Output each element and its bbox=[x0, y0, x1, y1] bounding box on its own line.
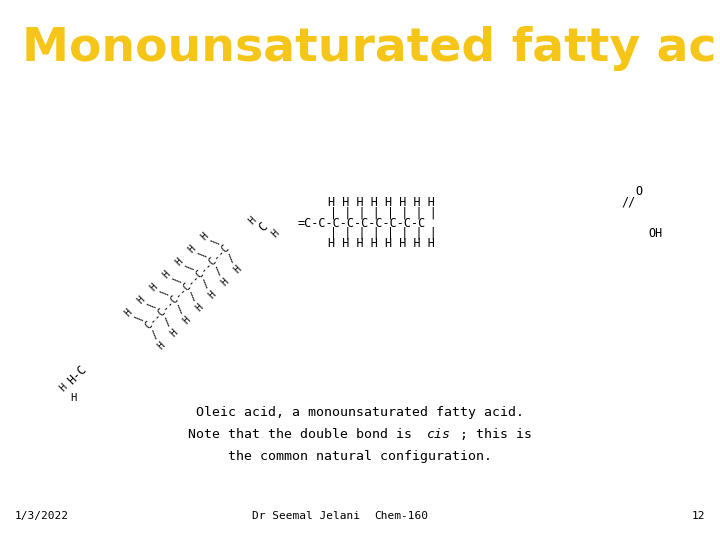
Text: H-C: H-C bbox=[66, 363, 90, 387]
Text: | | | | | | | |: | | | | | | | | bbox=[330, 227, 437, 240]
Text: 1/3/2022: 1/3/2022 bbox=[14, 511, 68, 521]
Text: H: H bbox=[58, 382, 69, 394]
Text: C: C bbox=[256, 220, 270, 234]
Text: H: H bbox=[246, 214, 258, 226]
Text: OH: OH bbox=[648, 227, 662, 240]
Text: H  H  H  H  H  H  H
 \  \  \  \  \  \  \
  C--C--C--C--C--C--C
 /  /  /  /  /  /: H H H H H H H \ \ \ \ \ \ \ C--C--C--C--… bbox=[119, 226, 248, 355]
Text: the common natural configuration.: the common natural configuration. bbox=[228, 450, 492, 463]
Text: cis: cis bbox=[428, 428, 451, 441]
Text: Chem-160: Chem-160 bbox=[374, 511, 428, 521]
Text: H H H H H H H H: H H H H H H H H bbox=[328, 196, 434, 209]
Text: //: // bbox=[621, 196, 636, 209]
Text: | | | | | | | |: | | | | | | | | bbox=[330, 206, 437, 219]
Text: Note that the double bond is      ; this is: Note that the double bond is ; this is bbox=[188, 428, 532, 441]
Text: O: O bbox=[636, 185, 643, 198]
Text: H H H H H H H H: H H H H H H H H bbox=[328, 238, 434, 251]
Text: Oleic acid, a monounsaturated fatty acid.: Oleic acid, a monounsaturated fatty acid… bbox=[196, 407, 524, 420]
Text: =C-C-C-C-C-C-C-C-C: =C-C-C-C-C-C-C-C-C bbox=[297, 217, 426, 230]
Text: Monounsaturated fatty acids: Monounsaturated fatty acids bbox=[22, 26, 720, 71]
Text: Dr Seemal Jelani: Dr Seemal Jelani bbox=[252, 511, 360, 521]
Text: H: H bbox=[71, 393, 76, 403]
Text: 12: 12 bbox=[692, 511, 706, 521]
Text: H: H bbox=[269, 228, 281, 240]
